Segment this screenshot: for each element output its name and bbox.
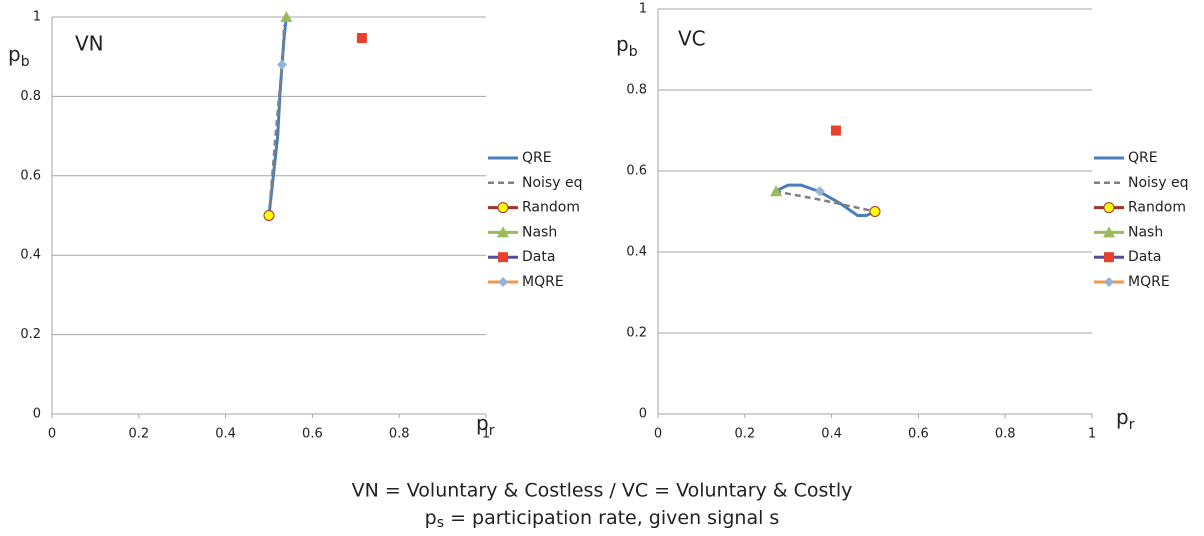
marker bbox=[497, 226, 509, 238]
chart-title: VC bbox=[678, 27, 706, 51]
y-tick-label: 0.8 bbox=[20, 89, 41, 104]
marker bbox=[280, 11, 293, 22]
x-tick-label: 0.2 bbox=[128, 427, 149, 442]
series-line bbox=[267, 16, 288, 216]
y-tick-label: 0.8 bbox=[626, 83, 647, 98]
x-tick-label: 1 bbox=[482, 427, 490, 442]
y-tick-label: 1 bbox=[639, 2, 647, 17]
x-tick-label: 1 bbox=[1088, 427, 1096, 442]
caption-text: = participation rate, given signal s bbox=[444, 507, 779, 529]
marker bbox=[1103, 226, 1115, 238]
x-axis-symbol: p bbox=[1116, 405, 1129, 429]
x-tick-label: 0 bbox=[654, 427, 662, 442]
legend-label: Data bbox=[522, 249, 555, 265]
series-line bbox=[774, 190, 876, 213]
x-tick-label: 0 bbox=[48, 427, 56, 442]
y-tick-label: 0.4 bbox=[626, 245, 647, 260]
y-tick-label: 0 bbox=[33, 407, 41, 422]
x-tick-label: 0.6 bbox=[908, 427, 929, 442]
marker bbox=[1104, 277, 1114, 287]
y-axis-symbol: p bbox=[616, 32, 629, 56]
chart-title: VN bbox=[75, 32, 104, 56]
marker bbox=[263, 210, 275, 221]
caption-line: VN = Voluntary & Costless / VC = Volunta… bbox=[352, 480, 853, 502]
y-tick-label: 0.6 bbox=[626, 164, 647, 179]
y-tick-label: 0 bbox=[639, 407, 647, 422]
y-tick-label: 1 bbox=[33, 10, 41, 25]
caption-subscript: s bbox=[437, 515, 444, 531]
x-axis-label: pr bbox=[1116, 405, 1135, 434]
y-tick-label: 0.6 bbox=[20, 168, 41, 183]
x-tick-label: 0.6 bbox=[302, 427, 323, 442]
legend-label: Random bbox=[522, 200, 580, 216]
y-axis-subscript: b bbox=[629, 44, 638, 60]
legend-label: Nash bbox=[1128, 224, 1163, 240]
y-tick-label: 0.4 bbox=[20, 248, 41, 263]
legend-label: Random bbox=[1128, 200, 1186, 216]
y-axis-label: pb bbox=[616, 32, 638, 61]
legend-label: MQRE bbox=[1128, 274, 1170, 290]
x-axis-symbol: p bbox=[476, 411, 489, 435]
marker bbox=[1104, 252, 1114, 263]
chart: 00.20.40.60.810 0.2 0.4 0.6 0.8 1VNpbprQRENoi… bbox=[8, 10, 582, 442]
marker bbox=[498, 252, 508, 263]
x-axis-subscript: r bbox=[1129, 417, 1135, 433]
legend-label: MQRE bbox=[522, 274, 564, 290]
marker bbox=[277, 59, 288, 70]
x-axis-subscript: r bbox=[489, 423, 495, 439]
marker bbox=[356, 33, 367, 44]
caption-symbol: p bbox=[425, 507, 437, 529]
legend-label: QRE bbox=[1128, 150, 1158, 166]
marker bbox=[770, 185, 783, 197]
chart: 00.20.40.60.810 0.2 0.4 0.6 0.8 1VCpbprQRENoi… bbox=[616, 2, 1188, 442]
x-tick-label: 0.2 bbox=[734, 427, 755, 442]
series-line bbox=[774, 183, 876, 218]
x-tick-label: 0.4 bbox=[821, 427, 842, 442]
caption-line: ps = participation rate, given signal s bbox=[425, 507, 780, 532]
y-tick-label: 0.2 bbox=[626, 326, 647, 341]
marker bbox=[830, 125, 841, 136]
marker bbox=[814, 186, 825, 197]
legend-label: Nash bbox=[522, 224, 557, 240]
y-axis-symbol: p bbox=[8, 42, 21, 66]
y-axis-label: pb bbox=[8, 42, 30, 71]
x-tick-label: 0.4 bbox=[215, 427, 236, 442]
x-axis-label: pr bbox=[476, 411, 495, 440]
x-tick-label: 0.8 bbox=[995, 427, 1016, 442]
marker bbox=[869, 206, 881, 217]
legend-label: Noisy eq bbox=[522, 175, 582, 191]
x-tick-label: 0.8 bbox=[389, 427, 410, 442]
legend-label: QRE bbox=[522, 150, 552, 166]
y-tick-label: 0.2 bbox=[20, 327, 41, 342]
legend-label: Data bbox=[1128, 249, 1161, 265]
legend-label: Noisy eq bbox=[1128, 175, 1188, 191]
marker bbox=[498, 277, 508, 287]
marker bbox=[1103, 202, 1115, 214]
series-line bbox=[267, 24, 286, 216]
marker bbox=[497, 202, 509, 214]
y-axis-subscript: b bbox=[21, 54, 30, 70]
